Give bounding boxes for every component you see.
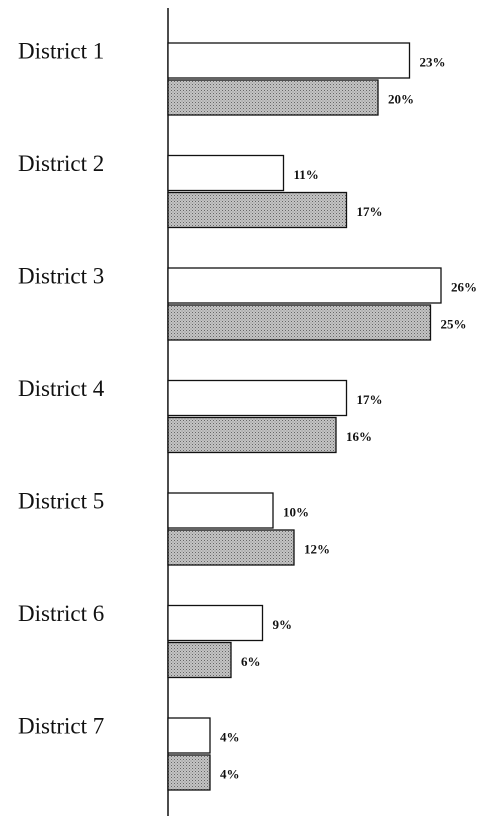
value-label: 23%	[420, 54, 446, 69]
bar	[167, 754, 211, 791]
value-label: 10%	[283, 504, 309, 519]
bar	[167, 641, 232, 679]
bar	[167, 267, 442, 304]
value-label: 11%	[294, 167, 319, 182]
value-label: 20%	[388, 91, 414, 106]
bar	[167, 492, 274, 529]
bar	[167, 42, 411, 79]
bar	[167, 416, 337, 454]
value-label: 4%	[220, 766, 240, 781]
category-label: District 2	[18, 151, 104, 176]
bar	[167, 529, 295, 566]
bar	[167, 304, 432, 341]
bar	[167, 79, 379, 116]
category-label: District 6	[18, 601, 104, 626]
category-label: District 4	[18, 376, 105, 401]
value-label: 17%	[357, 392, 383, 407]
value-label: 4%	[220, 729, 240, 744]
value-label: 6%	[241, 654, 261, 669]
value-label: 26%	[451, 279, 477, 294]
bar	[167, 191, 348, 229]
category-label: District 1	[18, 38, 104, 63]
value-label: 25%	[441, 316, 467, 331]
bar	[167, 717, 211, 754]
bar	[167, 604, 264, 642]
value-label: 17%	[357, 204, 383, 219]
bar	[167, 379, 348, 417]
category-label: District 5	[18, 488, 104, 513]
value-label: 9%	[273, 617, 293, 632]
bar	[167, 154, 285, 192]
category-label: District 3	[18, 263, 104, 288]
value-label: 16%	[346, 429, 372, 444]
category-label: District 7	[18, 713, 104, 738]
value-label: 12%	[304, 541, 330, 556]
